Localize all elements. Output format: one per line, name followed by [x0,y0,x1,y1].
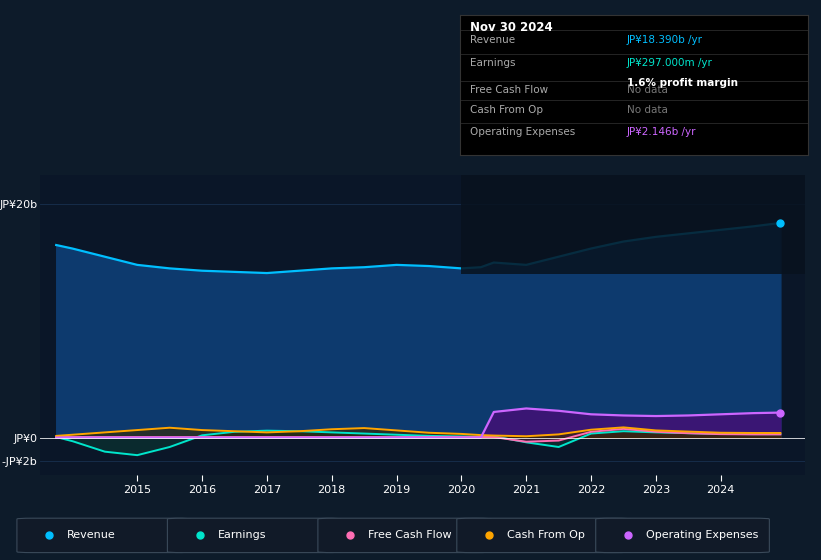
Text: Cash From Op: Cash From Op [470,105,544,115]
Text: Cash From Op: Cash From Op [507,530,585,540]
Text: Operating Expenses: Operating Expenses [470,127,576,137]
FancyBboxPatch shape [167,518,341,553]
Text: Earnings: Earnings [470,58,516,68]
Text: Free Cash Flow: Free Cash Flow [470,85,548,95]
Text: Revenue: Revenue [67,530,116,540]
Bar [461,169,821,274]
Text: No data: No data [627,105,668,115]
Text: 1.6% profit margin: 1.6% profit margin [627,78,738,88]
Text: Earnings: Earnings [218,530,266,540]
FancyBboxPatch shape [456,518,631,553]
FancyBboxPatch shape [17,518,190,553]
Text: JP¥297.000m /yr: JP¥297.000m /yr [627,58,713,68]
FancyBboxPatch shape [596,518,769,553]
Text: Revenue: Revenue [470,35,516,45]
Text: Operating Expenses: Operating Expenses [646,530,759,540]
Text: JP¥2.146b /yr: JP¥2.146b /yr [627,127,696,137]
FancyBboxPatch shape [318,518,492,553]
Text: No data: No data [627,85,668,95]
Text: Nov 30 2024: Nov 30 2024 [470,21,553,34]
Text: JP¥18.390b /yr: JP¥18.390b /yr [627,35,703,45]
Text: Free Cash Flow: Free Cash Flow [368,530,452,540]
